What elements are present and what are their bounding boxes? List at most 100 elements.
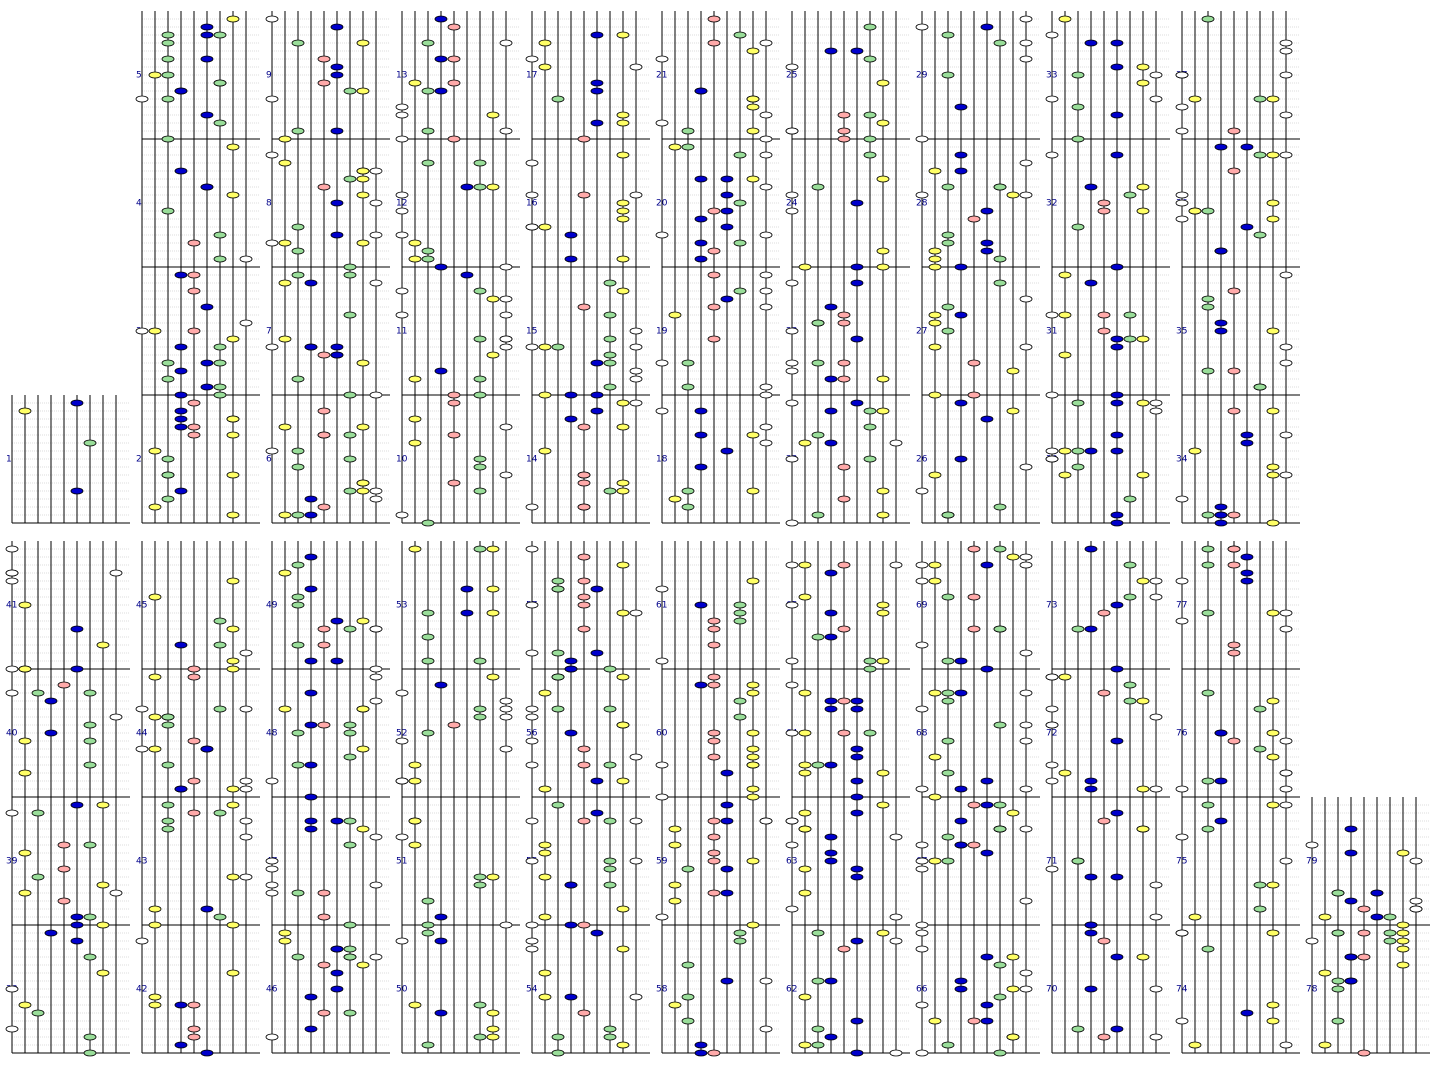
note [668, 143, 682, 151]
note [1110, 447, 1124, 455]
note [161, 135, 175, 143]
note [980, 561, 994, 569]
note [1266, 407, 1280, 415]
note [174, 1041, 188, 1049]
note [629, 753, 643, 761]
note [824, 633, 838, 641]
note [603, 857, 617, 865]
note [1019, 785, 1033, 793]
note [733, 929, 747, 937]
note [746, 793, 760, 801]
note [577, 761, 591, 769]
note [200, 303, 214, 311]
note [460, 183, 474, 191]
note [187, 271, 201, 279]
note [1266, 151, 1280, 159]
measure-number: 11 [396, 327, 407, 337]
note [1175, 617, 1189, 625]
note [1266, 1001, 1280, 1009]
note [824, 761, 838, 769]
note [564, 231, 578, 239]
note [291, 447, 305, 455]
note [239, 833, 253, 841]
note [226, 15, 240, 23]
note [564, 881, 578, 889]
note [876, 375, 890, 383]
note [369, 487, 383, 495]
note [148, 993, 162, 1001]
note [304, 1025, 318, 1033]
note [993, 39, 1007, 47]
note [538, 913, 552, 921]
note [70, 937, 84, 945]
note [928, 1017, 942, 1025]
note [824, 697, 838, 705]
measure-number: 16 [526, 199, 538, 209]
note [96, 969, 110, 977]
measure-number: 74 [1176, 985, 1188, 995]
note [1305, 937, 1319, 945]
note [1110, 111, 1124, 119]
note [1370, 889, 1384, 897]
note [96, 881, 110, 889]
note [1240, 569, 1254, 577]
note [265, 1033, 279, 1041]
note [291, 127, 305, 135]
note [1006, 367, 1020, 375]
note [785, 455, 799, 463]
measure-number: 14 [526, 455, 538, 465]
note [616, 287, 630, 295]
note [915, 191, 929, 199]
note [447, 55, 461, 63]
note [1331, 929, 1345, 937]
note [1110, 953, 1124, 961]
note [863, 55, 877, 63]
note [70, 487, 84, 495]
note [1279, 801, 1293, 809]
note [668, 897, 682, 905]
note [1357, 1049, 1371, 1057]
note [954, 977, 968, 985]
note [473, 335, 487, 343]
note [1110, 391, 1124, 399]
note [226, 969, 240, 977]
note [343, 945, 357, 953]
note [954, 103, 968, 111]
note [694, 255, 708, 263]
note [356, 239, 370, 247]
note [603, 279, 617, 287]
note [356, 175, 370, 183]
note [486, 183, 500, 191]
measure-number: 49 [266, 601, 278, 611]
measure-number: 77 [1176, 601, 1187, 611]
note [1071, 399, 1085, 407]
note [291, 39, 305, 47]
measure-number: 70 [1046, 985, 1058, 995]
note [798, 825, 812, 833]
note [811, 761, 825, 769]
note [1019, 969, 1033, 977]
note [785, 657, 799, 665]
note [369, 833, 383, 841]
note [928, 753, 942, 761]
note [278, 937, 292, 945]
note [304, 585, 318, 593]
note [395, 511, 409, 519]
note [928, 471, 942, 479]
note [603, 865, 617, 873]
note [330, 199, 344, 207]
note [70, 399, 84, 407]
note [889, 1049, 903, 1057]
note [278, 705, 292, 713]
note [1058, 311, 1072, 319]
note [980, 849, 994, 857]
note [759, 151, 773, 159]
note [1227, 367, 1241, 375]
note [187, 431, 201, 439]
note [187, 1033, 201, 1041]
note [135, 937, 149, 945]
note [1006, 191, 1020, 199]
note [161, 71, 175, 79]
measure-number: 28 [916, 199, 928, 209]
note [564, 993, 578, 1001]
